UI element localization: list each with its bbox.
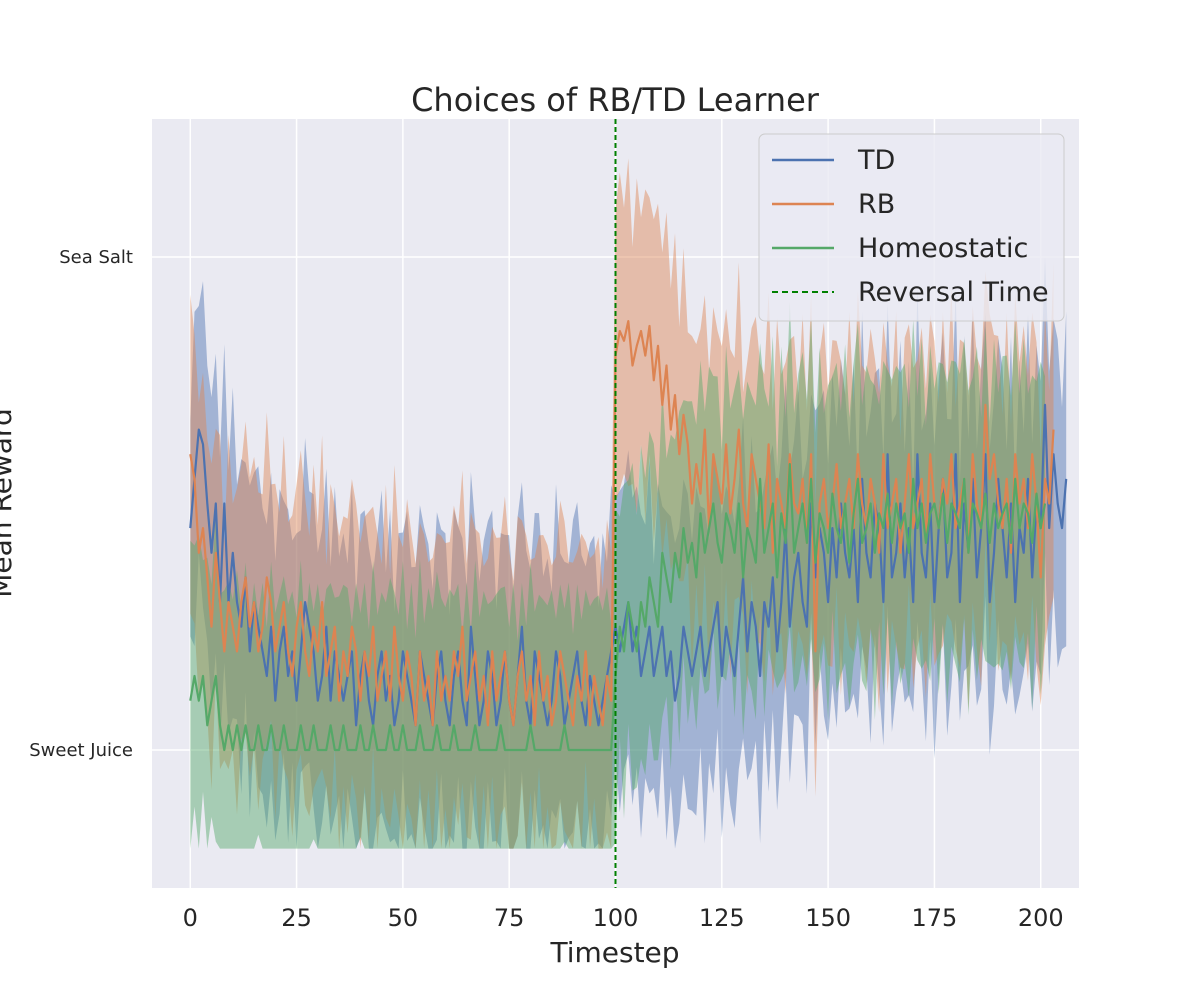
y-axis-label: Mean Reward [0, 408, 18, 597]
x-tick-labels: 0 25 50 75 100 125 150 175 200 [183, 904, 1064, 932]
y-tick-label: Sea Salt [59, 247, 133, 268]
chart-title: Choices of RB/TD Learner [411, 81, 820, 119]
x-axis-label: Timestep [549, 936, 679, 969]
x-tick-label: 150 [805, 904, 851, 932]
legend-label: Homeostatic [858, 233, 1028, 264]
legend-label: TD [857, 145, 895, 176]
legend: TD RB Homeostatic Reversal Time [758, 133, 1065, 322]
x-tick-label: 175 [912, 904, 958, 932]
x-tick-label: 75 [494, 904, 525, 932]
series-lines [189, 320, 1068, 752]
x-tick-label: 0 [183, 904, 198, 932]
y-tick-label: Sweet Juice [29, 740, 133, 761]
x-tick-label: 200 [1018, 904, 1064, 932]
x-tick-label: 50 [388, 904, 419, 932]
legend-label: Reversal Time [858, 277, 1049, 308]
y-tick-labels: Sweet Juice Sea Salt [29, 247, 133, 761]
line-rb [189, 320, 1055, 727]
band-homeostatic [190, 301, 1046, 849]
x-tick-label: 25 [281, 904, 312, 932]
x-tick-label: 125 [699, 904, 745, 932]
line-homeostatic [189, 463, 1047, 752]
band-td [190, 256, 1067, 849]
legend-box [758, 133, 1065, 322]
legend-label: RB [858, 189, 895, 220]
x-tick-label: 100 [593, 904, 639, 932]
